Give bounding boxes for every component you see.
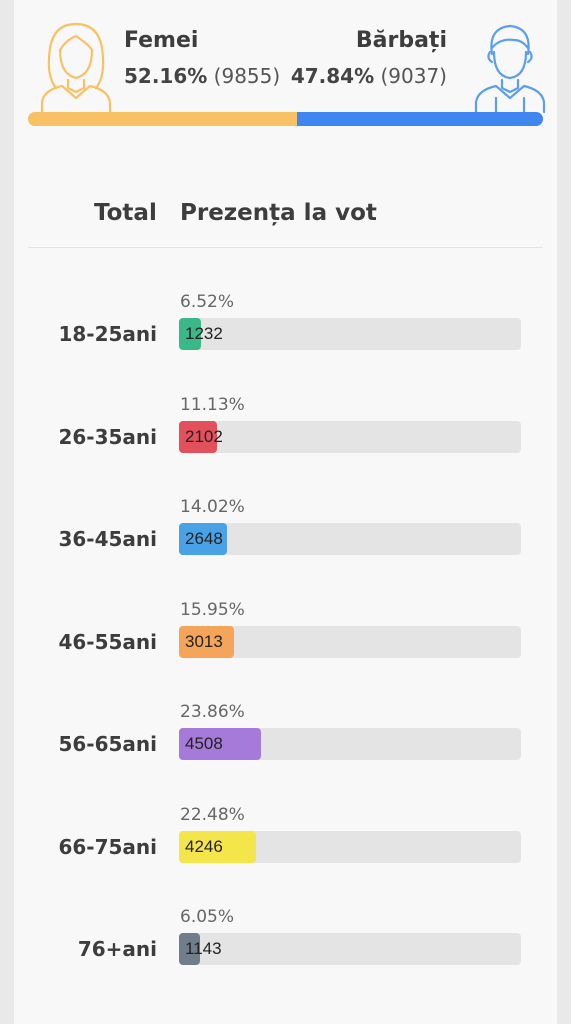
male-share-segment — [296, 112, 543, 126]
male-title: Bărbați — [355, 28, 447, 53]
age-group-label: 36-45ani — [58, 527, 157, 551]
age-group-count: 1143 — [185, 939, 222, 958]
female-stats: 52.16% (9855) — [124, 64, 280, 88]
gender-ratio-bar — [28, 112, 543, 126]
age-group-bar-fill — [179, 420, 218, 453]
age-group-label: 56-65ani — [58, 732, 157, 756]
age-group-label: 76+ani — [77, 937, 157, 961]
female-count: (9855) — [213, 64, 281, 88]
header-divider — [28, 247, 543, 248]
age-group-label: 18-25ani — [58, 322, 157, 346]
male-avatar-icon — [470, 18, 550, 114]
age-group-count: 2648 — [185, 529, 223, 548]
statistics-card: Femei Bărbați 52.16% (9855) 47.84% (9037… — [14, 0, 557, 1024]
male-count: (9037) — [380, 64, 447, 88]
age-group-bar-fill — [179, 728, 261, 760]
age-group-row: 6.05% 76+ani 1143 — [14, 907, 557, 997]
age-group-row: 15.95% 46-55ani 3013 — [14, 600, 557, 690]
age-group-bar-track: 3013 — [179, 625, 521, 658]
age-group-percent: 6.52% — [180, 292, 235, 312]
female-percent: 52.16% — [124, 64, 208, 88]
age-group-percent: 15.95% — [180, 599, 245, 620]
age-group-percent: 23.86% — [180, 702, 245, 722]
age-group-row: 6.52% 18-25ani 1232 — [14, 292, 557, 382]
age-group-percent: 11.13% — [180, 394, 245, 415]
male-stats: 47.84% (9037) — [291, 64, 447, 88]
age-group-percent: 22.48% — [180, 804, 245, 825]
female-share-segment — [28, 112, 297, 126]
presence-header: Prezența la vot — [180, 200, 377, 226]
age-group-count: 1232 — [185, 324, 223, 343]
age-group-row: 22.48% 66-75ani 4246 — [14, 805, 557, 895]
age-group-count: 2102 — [185, 426, 223, 446]
age-group-percent: 6.05% — [180, 907, 235, 927]
age-group-count: 3013 — [185, 631, 223, 651]
age-group-bar-track: 1143 — [179, 933, 521, 965]
age-group-bar-track: 1232 — [179, 318, 521, 350]
male-percent: 47.84% — [290, 64, 375, 88]
age-group-bar-fill — [179, 523, 227, 555]
female-title: Femei — [124, 28, 199, 53]
age-group-bar-fill — [179, 933, 200, 965]
age-group-bar-fill — [179, 625, 234, 658]
age-group-label: 46-55ani — [58, 629, 157, 654]
age-group-bar-track: 4246 — [179, 830, 521, 863]
age-group-row: 23.86% 56-65ani 4508 — [14, 702, 557, 792]
age-group-row: 11.13% 26-35ani 2102 — [14, 395, 557, 485]
age-group-count: 4246 — [185, 836, 223, 856]
age-group-bar-track: 2102 — [179, 420, 521, 453]
total-header: Total — [94, 200, 157, 226]
age-group-row: 14.02% 36-45ani 2648 — [14, 497, 557, 587]
age-group-bar-fill — [179, 830, 256, 863]
age-group-count: 4508 — [185, 734, 223, 753]
age-group-bar-track: 2648 — [179, 523, 521, 555]
age-group-bar-track: 4508 — [179, 728, 521, 760]
age-group-percent: 14.02% — [180, 497, 245, 517]
age-group-bar-fill — [179, 318, 202, 350]
age-group-label: 26-35ani — [58, 424, 157, 449]
female-avatar-icon — [36, 18, 116, 114]
age-group-label: 66-75ani — [58, 834, 157, 859]
